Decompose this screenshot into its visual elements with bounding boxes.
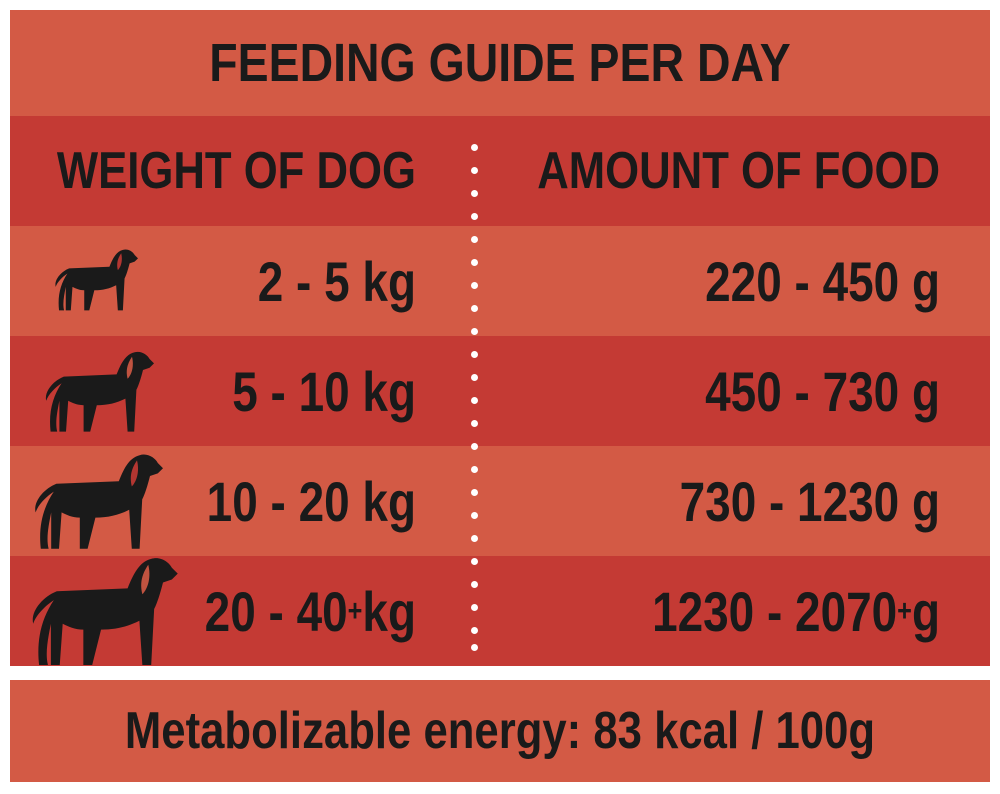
page-title: FEEDING GUIDE PER DAY xyxy=(209,33,791,93)
amount-value: 450 - 730 g xyxy=(705,359,940,423)
weight-value: 5 - 10 kg xyxy=(232,359,416,423)
row-band-1 xyxy=(10,226,990,336)
amount-value: 730 - 1230 g xyxy=(679,469,940,533)
dog-xlarge-icon xyxy=(32,558,178,666)
row-band-3 xyxy=(10,446,990,556)
dog-small-icon xyxy=(55,249,138,311)
weight-value: 2 - 5 kg xyxy=(257,249,416,313)
energy-footer: Metabolizable energy: 83 kcal / 100g xyxy=(10,680,990,782)
weight-value: 20 - 40 + kg xyxy=(204,579,416,643)
title-band xyxy=(10,10,990,116)
feeding-guide-panel: FEEDING GUIDE PER DAY WEIGHT OF DOG AMOU… xyxy=(10,10,990,666)
dog-medium-icon xyxy=(45,351,154,432)
header-band xyxy=(10,116,990,226)
energy-text: Metabolizable energy: 83 kcal / 100g xyxy=(124,702,876,760)
weight-column-header: WEIGHT OF DOG xyxy=(56,142,417,200)
amount-value: 220 - 450 g xyxy=(705,249,940,313)
amount-value: 1230 - 2070 + g xyxy=(652,579,940,643)
row-band-2 xyxy=(10,336,990,446)
amount-column-header: AMOUNT OF FOOD xyxy=(537,142,940,200)
column-divider xyxy=(471,144,479,652)
dog-large-icon xyxy=(35,454,163,549)
weight-value: 10 - 20 kg xyxy=(206,469,416,533)
